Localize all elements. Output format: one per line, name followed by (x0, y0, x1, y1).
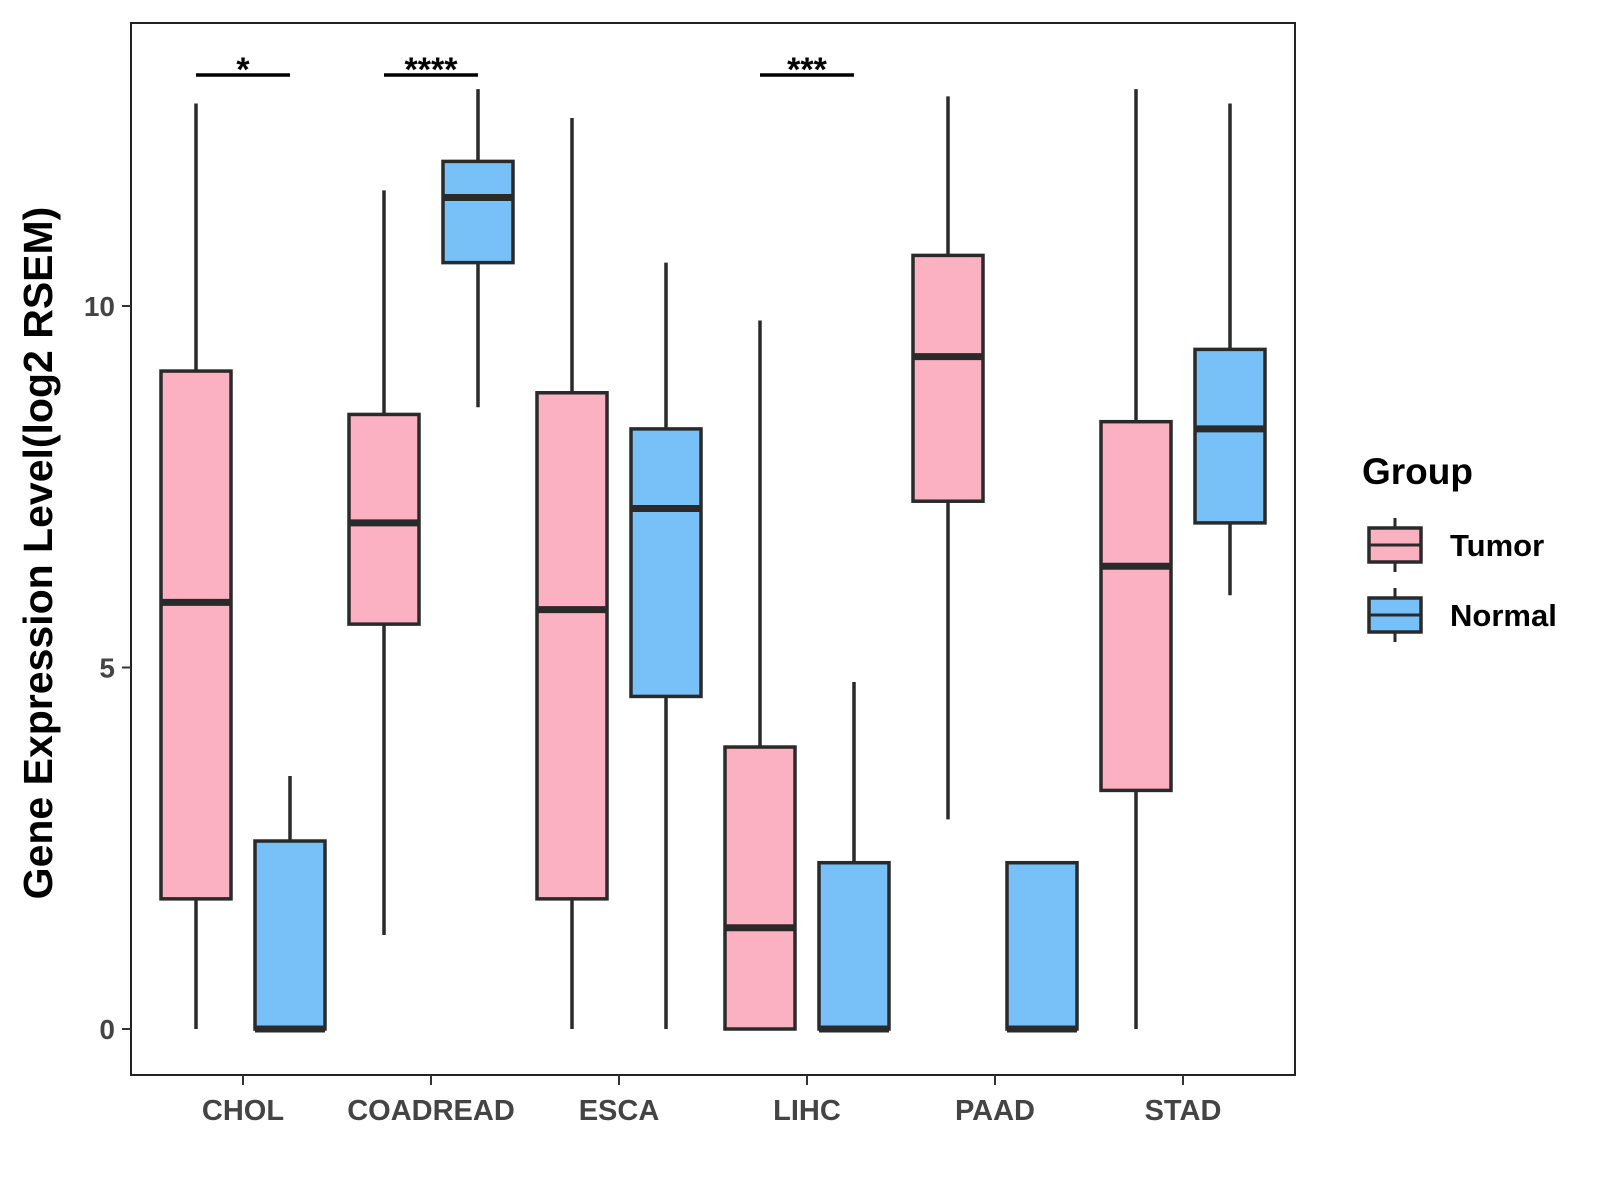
x-tick-label-lihc: LIHC (773, 1095, 841, 1127)
box-tumor-lihc (723, 320, 797, 1031)
x-tick-label-esca: ESCA (579, 1095, 660, 1127)
y-tick-label: 0 (99, 1014, 115, 1045)
legend-item-tumor: Tumor (1367, 518, 1544, 572)
box-normal-lihc (817, 681, 891, 1033)
significance-coadread: **** (384, 51, 478, 89)
box-body (1005, 860, 1079, 1031)
x-tick-label-paad: PAAD (955, 1095, 1035, 1127)
box-normal-stad (1193, 103, 1267, 596)
box-tumor-coadread (347, 190, 421, 936)
significance-label: **** (405, 51, 459, 89)
significance-label: *** (787, 51, 827, 89)
box-normal-coadread (441, 89, 515, 408)
legend-label: Normal (1450, 598, 1557, 633)
box-body (1193, 347, 1267, 525)
box-body (159, 369, 233, 901)
x-tick-label-stad: STAD (1145, 1095, 1222, 1127)
box-body (817, 860, 891, 1031)
box-normal-paad (1005, 860, 1079, 1033)
box-tumor-stad (1099, 89, 1173, 1029)
x-tick-label-coadread: COADREAD (347, 1095, 515, 1127)
y-tick-label: 10 (84, 291, 115, 322)
box-body (629, 427, 703, 699)
legend-label: Tumor (1450, 528, 1544, 563)
box-body (347, 412, 421, 626)
box-normal-chol (253, 775, 327, 1033)
box-tumor-chol (159, 103, 233, 1029)
legend-item-normal: Normal (1367, 588, 1557, 642)
box-body (723, 745, 797, 1031)
significance-label: * (236, 51, 250, 89)
plot-panel-border (130, 22, 1296, 1076)
x-tick-label-chol: CHOL (202, 1095, 284, 1127)
significance-lihc: *** (760, 51, 854, 89)
box-body (441, 159, 515, 265)
box-normal-esca (629, 262, 703, 1029)
box-body (535, 391, 609, 901)
box-body (253, 839, 327, 1031)
y-axis-title: Gene Expression Level(log2 RSEM) (15, 207, 61, 900)
box-body (911, 253, 985, 503)
box-tumor-esca (535, 118, 609, 1029)
legend-title: Group (1362, 451, 1473, 492)
legend: Group Tumor Normal (1362, 451, 1557, 642)
box-tumor-paad (911, 96, 985, 820)
y-tick-label: 5 (99, 653, 115, 684)
significance-chol: * (196, 51, 290, 89)
box-body (1099, 419, 1173, 793)
